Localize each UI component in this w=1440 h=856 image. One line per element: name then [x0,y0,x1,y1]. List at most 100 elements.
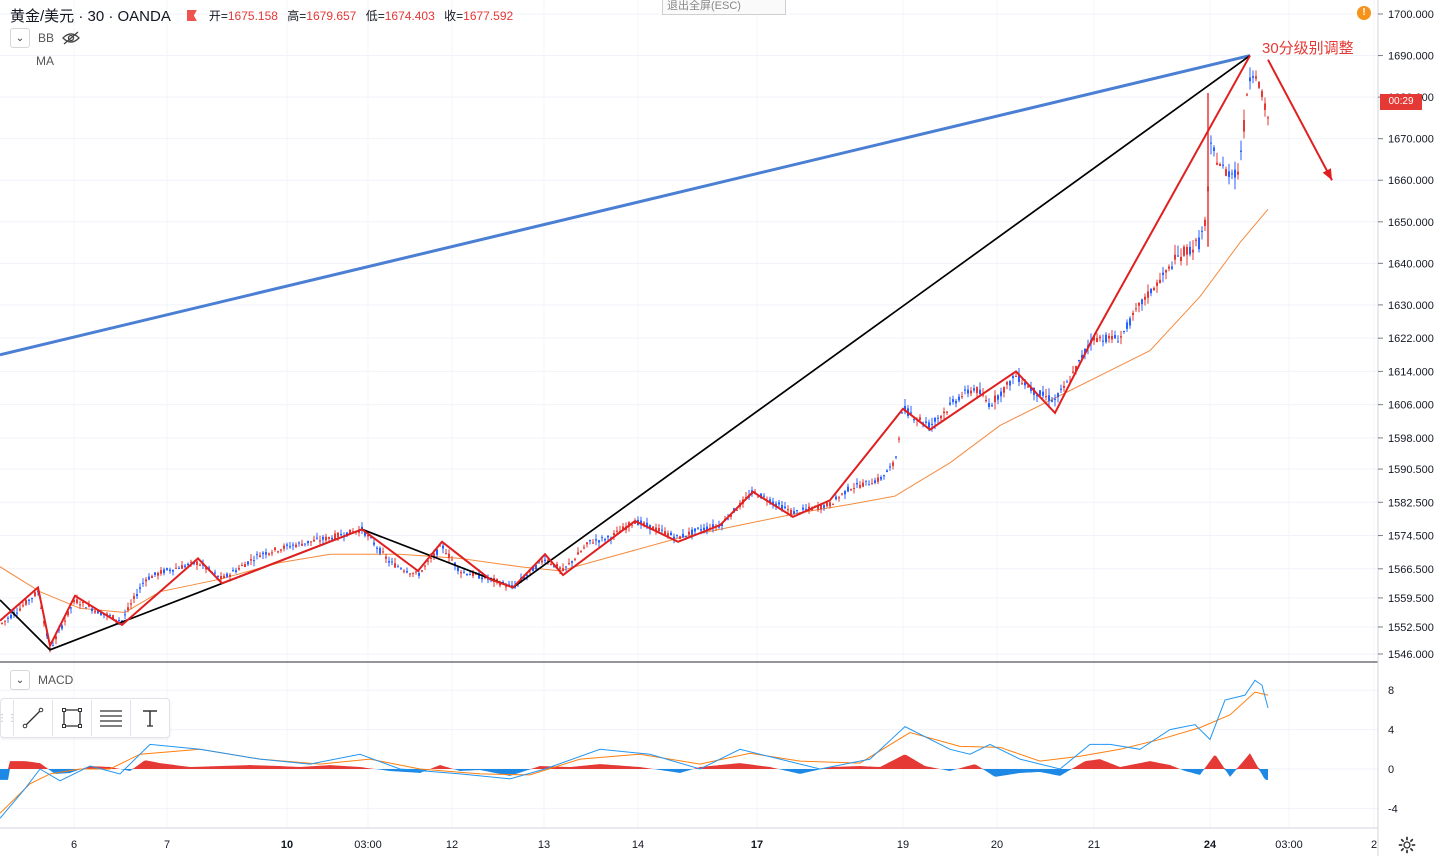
candle-body [1189,246,1191,255]
candle-body [130,603,132,605]
candle-body [289,546,291,548]
candle-body [199,564,201,566]
candle-body [790,509,792,515]
candle-body [328,537,330,539]
candle-body [460,572,462,574]
candle-body [445,553,447,555]
candle-body [427,560,429,562]
warning-icon[interactable]: ! [1357,6,1371,20]
drag-handle-icon[interactable]: ⋮⋮ [0,712,17,724]
candle-body [178,567,180,569]
macd-label[interactable]: MACD [38,673,74,687]
candle-body [109,614,111,616]
candle-body [886,470,888,473]
candle-body [73,599,75,603]
candle-body [541,560,543,563]
candle-body [169,569,171,572]
flag-icon[interactable] [186,10,197,21]
candle-body [925,421,927,423]
candle-body [340,534,342,536]
candle-body [1264,103,1266,110]
candle-body [1129,318,1131,326]
macd-grid [0,689,1378,809]
candle-body [901,412,903,414]
x-tick-label: 13 [538,839,550,851]
fib-lines-icon[interactable] [91,700,130,736]
candle-body [910,412,912,414]
candle-body [856,482,858,485]
candle-body [676,534,678,536]
candle-body [940,416,942,419]
blue-trendline [0,54,1251,357]
candle-body [175,567,177,569]
candle-body [571,561,573,563]
candle-body [1249,77,1251,82]
chevron-down-icon[interactable]: ⌄ [10,670,30,690]
bb-label[interactable]: BB [38,31,55,45]
candle-body [616,530,618,532]
time-axis[interactable]: 6 7 10 03:00 12 13 14 17 19 20 21 24 03:00 2 [71,839,1377,851]
candle-body [994,395,996,403]
candle-body [274,547,276,550]
drawings[interactable] [0,54,1333,651]
annotation-text[interactable]: 30分级别调整 [1262,40,1354,57]
candle-body [256,554,258,556]
candle-body [397,566,399,568]
candle-body [634,521,636,524]
candle-body [577,552,579,555]
eye-hidden-icon[interactable] [62,31,80,45]
candle-body [376,547,378,549]
rectangle-icon[interactable] [52,700,91,736]
candle-body [598,540,600,543]
symbol-title[interactable]: 黄金/美元 · 30 · OANDA [10,8,171,25]
candle-body [1027,386,1029,388]
candle-body [82,601,84,604]
ma-label[interactable]: MA [36,54,54,68]
candle-body [757,496,759,498]
y-tick-label: 1552.500 [1388,622,1434,634]
ohlc-readout: 开=1675.158 高=1679.657 低=1674.403 收=1677.… [209,7,519,24]
candle-body [631,524,633,526]
gear-icon[interactable] [1398,836,1416,854]
candle-body [835,496,837,500]
ma-series [0,209,1269,613]
candle-body [862,482,864,487]
candle-body [76,599,78,604]
candle-body [661,529,663,531]
candle-body [568,563,570,565]
candle-body [91,608,93,612]
candle-body [1039,390,1041,396]
y-tick-label: 1559.500 [1388,593,1434,605]
candle-body [238,567,240,570]
candle-body [820,504,822,510]
price-axis[interactable]: 1700.0001690.0001680.0001670.0001660.000… [1378,9,1434,661]
candle-body [1021,383,1023,385]
x-tick-label: 21 [1088,839,1100,851]
candle-body [31,598,33,600]
candle-body [1159,279,1161,284]
candle-body [523,576,525,579]
candle-body [136,593,138,597]
price-grid [0,0,1378,828]
ma-line [0,209,1269,613]
candle-body [442,545,444,549]
candle-body [142,582,144,584]
y-tick-label: 1622.000 [1388,333,1434,345]
exit-fullscreen-button[interactable]: 退出全屏(ESC) [662,0,786,15]
candle-body [364,531,366,536]
trend-line-icon[interactable] [13,700,52,736]
histogram-negative [0,769,1268,780]
chevron-down-icon[interactable]: ⌄ [10,28,30,48]
text-tool-icon[interactable] [130,700,169,736]
candle-body [685,535,687,537]
candle-body [565,566,567,568]
candle-body [1,622,3,624]
candle-body [643,522,645,525]
candle-body [1186,246,1188,255]
candle-body [919,417,921,420]
candle-body [1051,400,1053,402]
candle-body [646,522,648,527]
candle-body [574,558,576,560]
candle-body [1243,120,1245,132]
